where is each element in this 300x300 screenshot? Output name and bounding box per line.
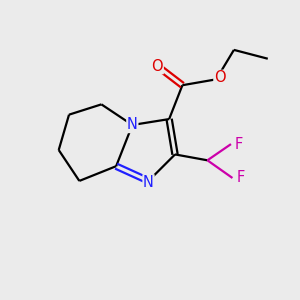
Text: O: O <box>214 70 226 86</box>
Text: F: F <box>237 170 245 185</box>
Text: N: N <box>127 118 138 133</box>
Text: O: O <box>152 58 163 74</box>
Text: F: F <box>235 136 243 152</box>
Text: N: N <box>143 175 154 190</box>
